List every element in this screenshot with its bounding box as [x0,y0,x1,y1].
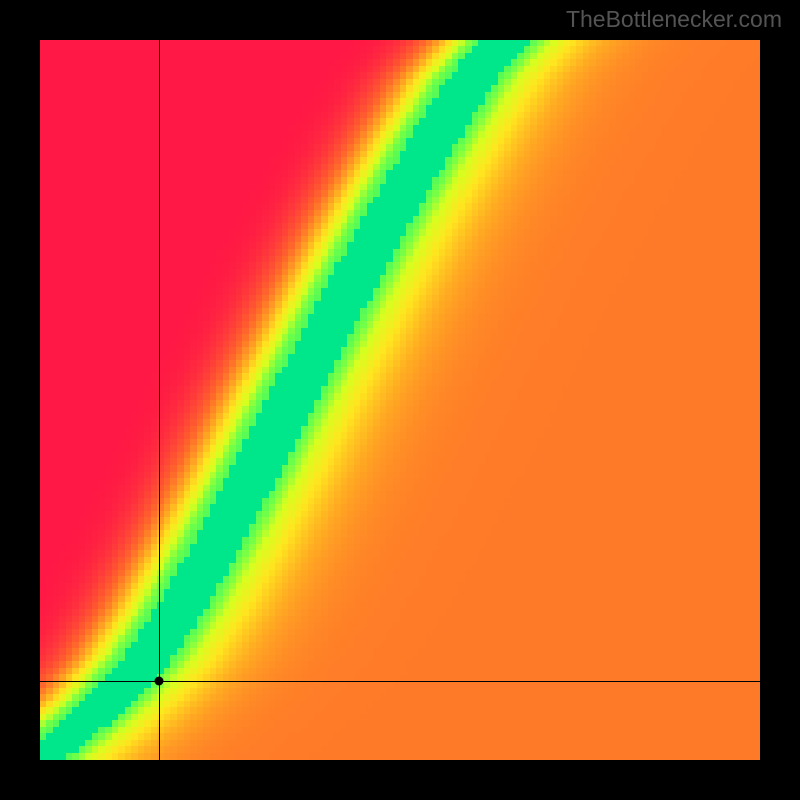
crosshair-vertical [159,40,160,760]
marker-dot [154,676,163,685]
watermark-text: TheBottlenecker.com [566,6,782,33]
plot-area [40,40,760,760]
bottleneck-heatmap [40,40,760,760]
crosshair-horizontal [40,681,760,682]
